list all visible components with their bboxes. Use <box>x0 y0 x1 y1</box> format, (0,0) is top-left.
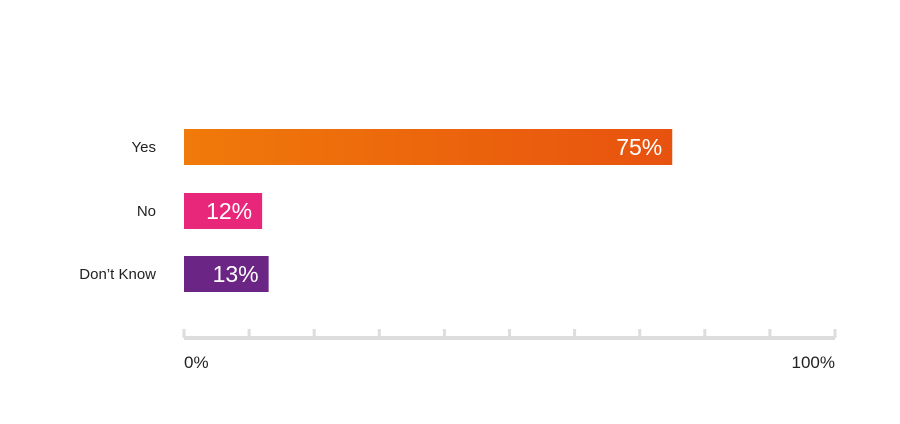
x-axis-tick <box>703 329 707 338</box>
bar-1 <box>184 193 263 229</box>
x-axis-tick <box>768 329 772 338</box>
x-axis-tick <box>573 329 577 338</box>
category-label: Don’t Know <box>79 266 156 283</box>
bar-0 <box>184 129 673 165</box>
x-tick-label-0: 0% <box>184 353 209 372</box>
bar-2 <box>184 256 269 292</box>
x-axis-tick <box>638 329 642 338</box>
x-axis-tick <box>833 329 837 338</box>
x-axis-tick <box>377 329 381 338</box>
data-label: 75% <box>616 134 662 160</box>
category-label: Yes <box>132 139 156 156</box>
data-label: 12% <box>206 198 252 224</box>
x-axis-tick <box>508 329 511 338</box>
x-axis-tick <box>247 329 251 338</box>
x-axis-tick <box>312 329 316 338</box>
data-label: 13% <box>213 261 259 287</box>
category-label: No <box>137 203 156 220</box>
x-tick-label-100: 100% <box>792 353 835 372</box>
x-axis-tick <box>442 329 446 338</box>
x-axis-tick <box>182 329 186 338</box>
